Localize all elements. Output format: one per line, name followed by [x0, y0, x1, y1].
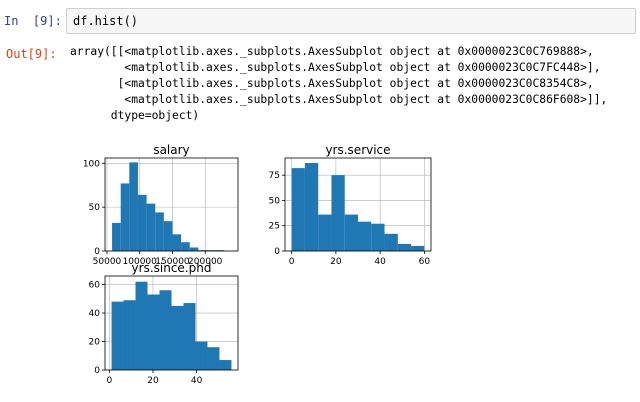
y-tick-label: 50	[269, 196, 281, 206]
histogram-bar	[304, 163, 319, 251]
output-line: array([[<matplotlib.axes._subplots.AxesS…	[70, 45, 594, 58]
x-tick-label: 60	[419, 257, 431, 267]
histogram-bar	[384, 233, 398, 251]
histogram-bar	[120, 183, 130, 251]
histogram-bar	[397, 243, 412, 251]
y-tick-label: 100	[83, 159, 100, 169]
y-tick-label: 40	[89, 309, 101, 319]
histogram-bar	[189, 247, 199, 251]
histogram-bar	[198, 250, 208, 251]
code-input-cell[interactable]: df.hist()	[66, 8, 636, 34]
histogram-bar	[159, 290, 172, 370]
histogram-bar	[111, 301, 124, 370]
chart-title: salary	[153, 143, 189, 157]
chart-title: yrs.since.phd	[132, 261, 212, 275]
histogram-bar	[318, 214, 332, 251]
output-line: <matplotlib.axes._subplots.AxesSubplot o…	[70, 61, 601, 74]
histogram-bar	[331, 175, 345, 251]
output-line: dtype=object)	[70, 109, 200, 122]
histogram-bar	[137, 194, 147, 251]
histogram-bar	[129, 162, 138, 251]
y-tick-label: 75	[269, 171, 280, 181]
histogram-bar	[172, 234, 182, 251]
histogram-bar	[291, 168, 305, 251]
y-tick-label: 50	[89, 203, 101, 213]
x-tick-label: 20	[147, 376, 159, 386]
histogram-bar	[371, 223, 385, 251]
histogram-bar	[146, 203, 156, 251]
y-tick-label: 0	[94, 366, 100, 376]
histogram-bar	[195, 341, 208, 370]
axes-frame	[284, 157, 432, 252]
histogram-bar	[358, 221, 372, 251]
output-line: [<matplotlib.axes._subplots.AxesSubplot …	[70, 77, 594, 90]
histogram-bar	[135, 281, 148, 370]
histogram-bar	[411, 245, 425, 251]
histogram-bar	[147, 294, 160, 370]
histogram-bar	[207, 250, 216, 251]
histogram-bar	[181, 242, 190, 251]
x-tick-label: 200000	[188, 257, 223, 267]
x-tick-label: 40	[374, 257, 386, 267]
x-tick-label: 150000	[155, 257, 190, 267]
axes-frame	[104, 157, 239, 252]
histogram-bar	[163, 221, 173, 251]
x-tick-label: 100000	[123, 257, 158, 267]
histogram-bar	[344, 214, 358, 251]
x-tick-label: 50000	[93, 257, 122, 267]
histogram-bar	[171, 305, 184, 370]
x-tick-label: 0	[106, 376, 112, 386]
input-prompt: In [9]:	[4, 14, 62, 28]
x-tick-label: 0	[289, 257, 295, 267]
histogram-bar	[183, 303, 196, 370]
y-tick-label: 0	[274, 247, 280, 257]
histogram-bar	[219, 360, 232, 370]
histogram-bar	[112, 222, 121, 251]
output-prompt: Out[9]:	[6, 47, 57, 61]
histogram-bar	[123, 300, 136, 370]
histogram-yrs-service: 0 20 40 60 0 25 50 75 yrs.service	[269, 143, 432, 267]
output-text: array([[<matplotlib.axes._subplots.AxesS…	[70, 44, 607, 124]
y-tick-label: 0	[94, 247, 100, 257]
histogram-bar	[155, 212, 164, 251]
histogram-yrs-since-phd: 0 20 40 0 20 40 60 yrs.since.phd	[89, 261, 239, 386]
histogram-bar	[215, 250, 225, 251]
y-tick-label: 20	[89, 338, 101, 348]
x-tick-label: 40	[191, 376, 203, 386]
axes-frame	[104, 275, 239, 371]
y-tick-label: 60	[89, 281, 101, 291]
chart-title: yrs.service	[325, 143, 390, 157]
x-tick-label: 20	[330, 257, 342, 267]
y-tick-label: 25	[269, 222, 280, 232]
histogram-bar	[207, 347, 220, 370]
output-line: <matplotlib.axes._subplots.AxesSubplot o…	[70, 93, 608, 106]
code-text: df.hist()	[73, 14, 139, 28]
